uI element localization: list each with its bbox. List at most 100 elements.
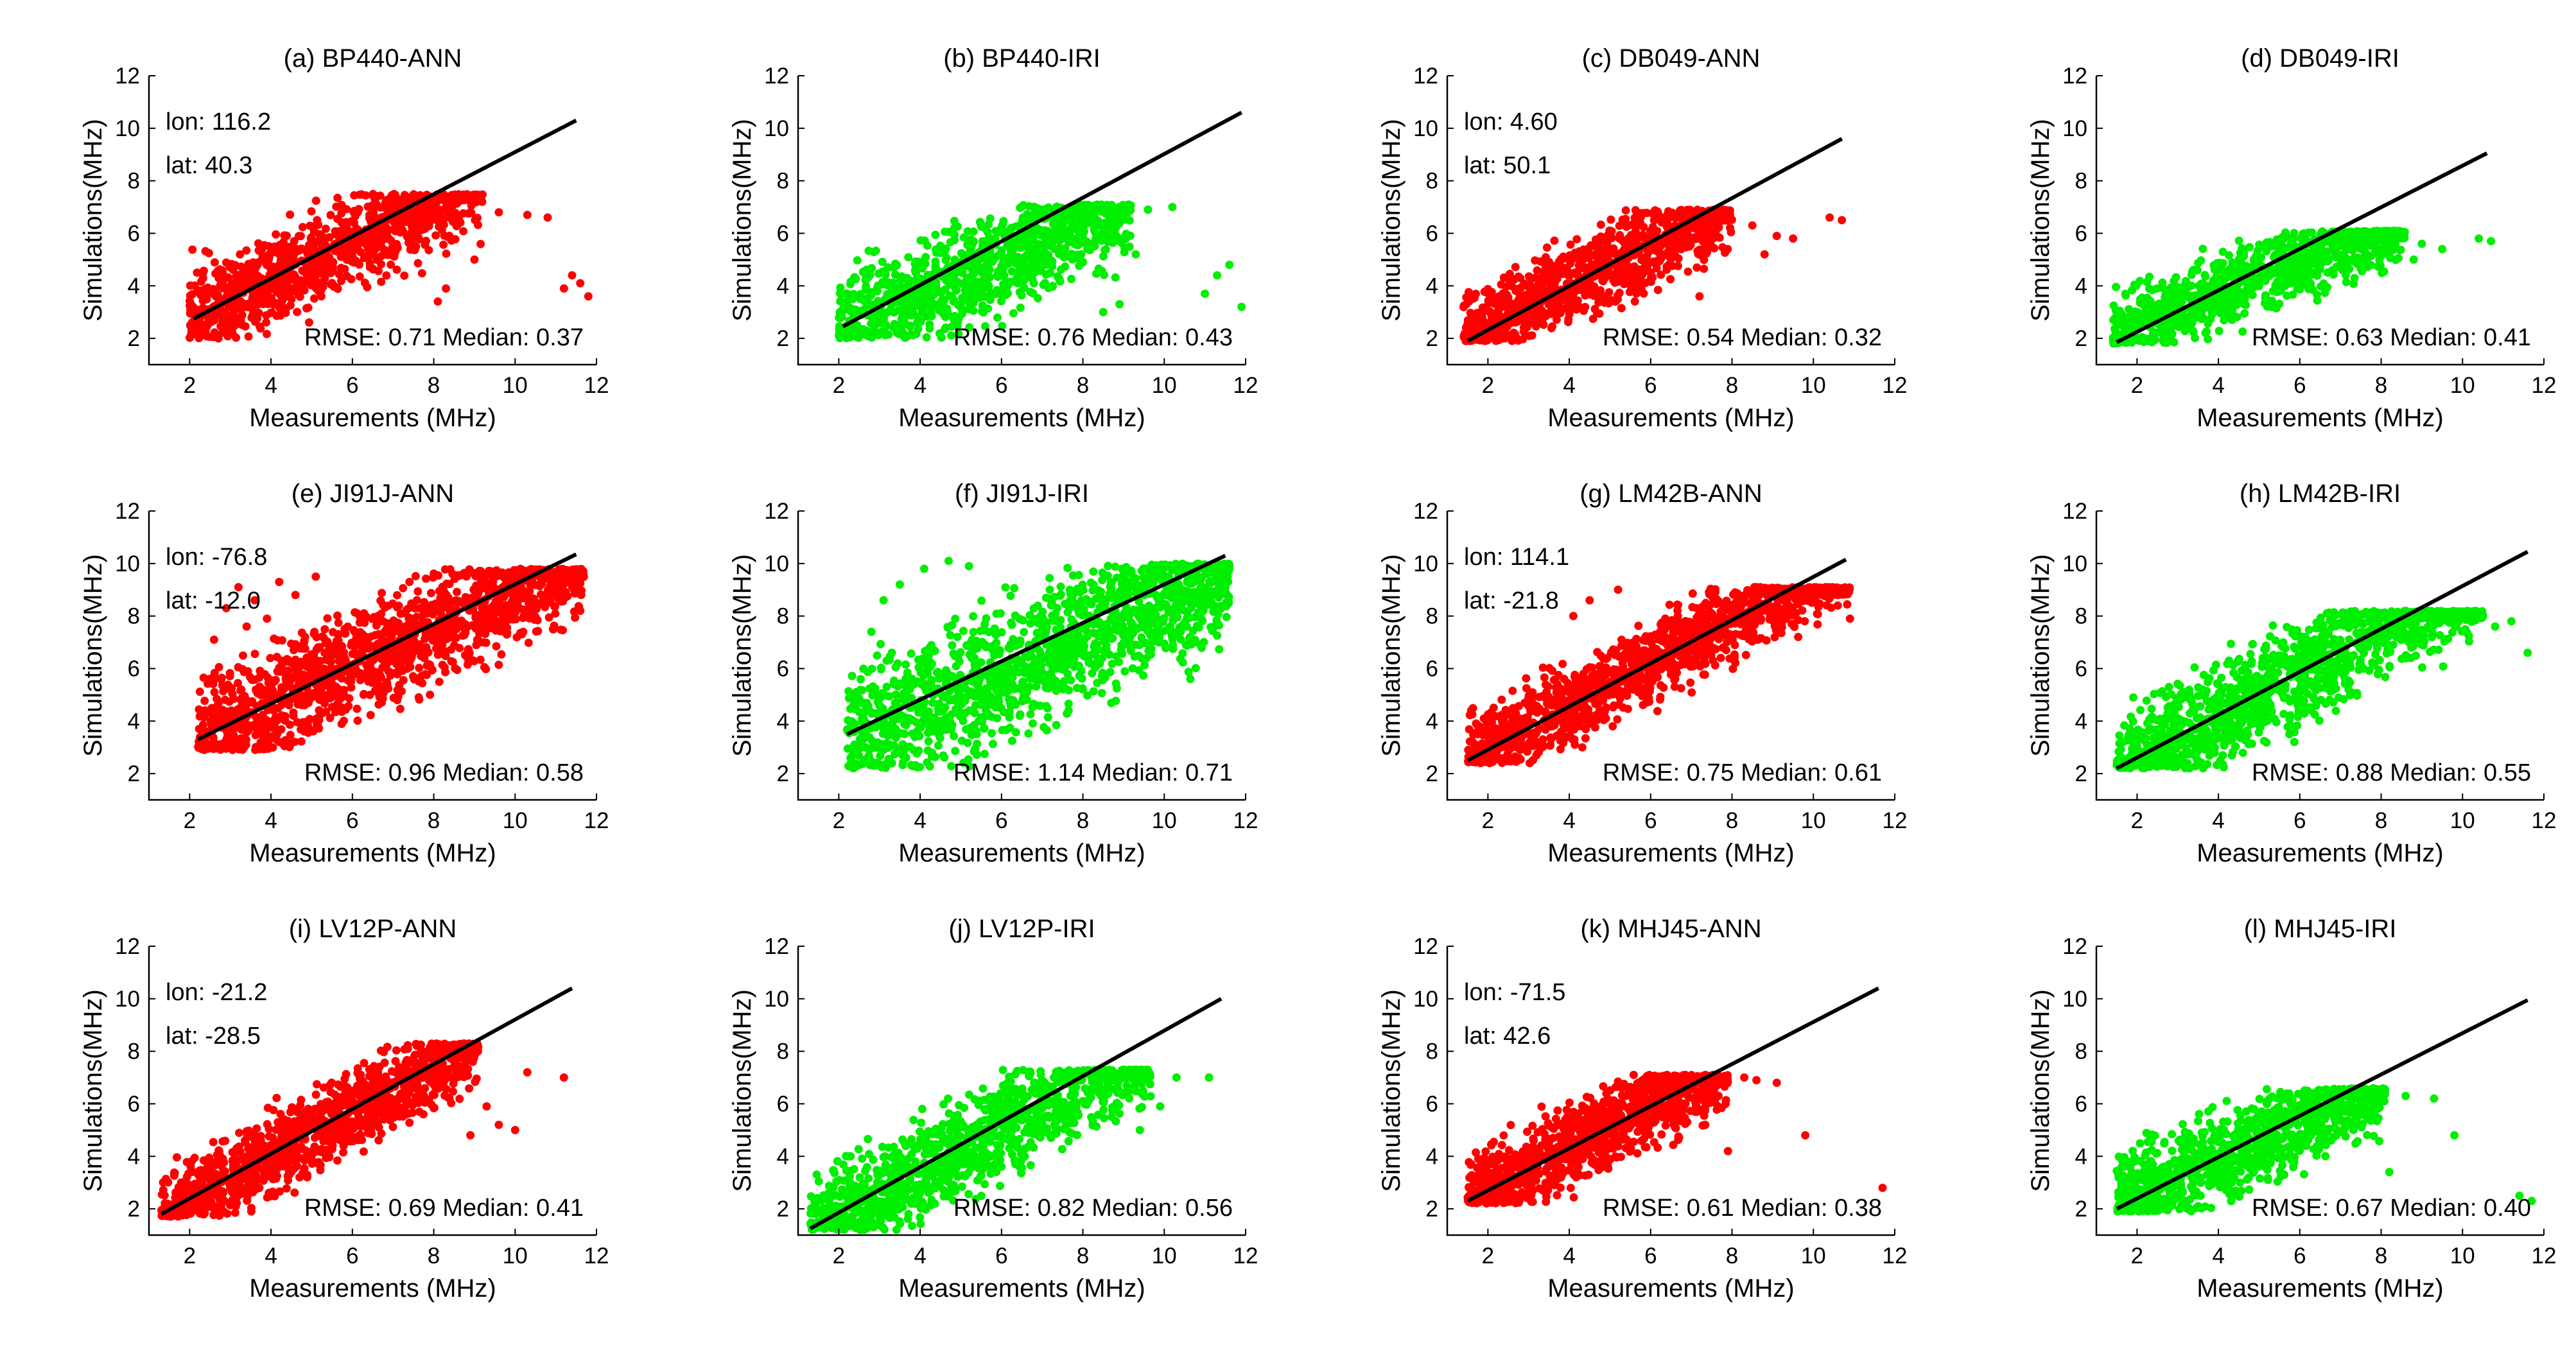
data-point	[906, 322, 915, 331]
data-point	[250, 293, 259, 301]
data-point	[307, 207, 316, 216]
data-point	[889, 308, 898, 317]
y-tick-label: 4	[1426, 273, 1438, 299]
data-point	[223, 291, 231, 300]
data-point	[1668, 252, 1676, 261]
data-point	[1569, 252, 1578, 261]
data-point	[1703, 227, 1712, 236]
data-point	[307, 245, 316, 254]
data-point	[1671, 243, 1680, 252]
data-point	[1041, 236, 1050, 245]
data-point	[2193, 291, 2201, 300]
data-point	[1575, 247, 1584, 256]
data-point	[1594, 298, 1603, 307]
data-point	[2220, 300, 2229, 309]
data-point	[2296, 234, 2305, 243]
data-point	[298, 223, 307, 232]
y-tick-label: 2	[2075, 326, 2087, 351]
data-point	[193, 268, 202, 277]
data-point-outlier	[1099, 307, 1108, 316]
data-point	[869, 248, 878, 256]
data-point	[222, 258, 231, 267]
data-point	[244, 259, 253, 268]
data-point-outlier	[1168, 203, 1177, 211]
rmse-label: RMSE: 0.63	[2252, 324, 2383, 351]
data-point	[2241, 261, 2250, 270]
data-point	[407, 232, 416, 241]
data-point	[1100, 270, 1109, 279]
data-point	[1676, 205, 1685, 214]
data-point	[350, 218, 359, 227]
data-point	[1065, 238, 1074, 247]
data-point	[1547, 305, 1556, 314]
data-point	[1048, 257, 1057, 266]
y-tick-label: 12	[1413, 64, 1438, 89]
data-point	[266, 248, 275, 257]
y-tick-label: 6	[128, 221, 140, 246]
data-point-outlier	[584, 292, 593, 301]
data-point	[1605, 226, 1614, 235]
data-point	[2349, 257, 2358, 266]
data-point	[998, 220, 1007, 229]
data-point	[289, 284, 298, 293]
data-point	[424, 221, 433, 230]
data-point	[285, 254, 294, 263]
data-point	[1621, 206, 1630, 215]
data-point	[1092, 229, 1101, 238]
data-point	[2110, 324, 2119, 333]
data-point	[372, 200, 381, 209]
data-point	[471, 216, 480, 225]
data-point	[931, 230, 940, 239]
data-point	[942, 254, 951, 263]
data-point	[217, 311, 226, 320]
data-point	[410, 243, 419, 252]
data-point	[1031, 254, 1040, 263]
data-point-outlier	[1115, 300, 1124, 309]
data-point	[524, 638, 533, 647]
data-point	[985, 273, 994, 282]
data-point-outlier	[1225, 261, 1234, 269]
data-point	[1497, 280, 1506, 289]
data-point	[476, 239, 485, 248]
data-point	[2160, 332, 2169, 341]
data-point	[302, 304, 311, 313]
data-point	[969, 270, 978, 279]
data-point	[210, 258, 219, 267]
data-point	[317, 286, 326, 295]
data-point	[333, 214, 342, 223]
data-point	[266, 308, 275, 317]
data-point	[201, 327, 210, 336]
median-label: Median: 0.37	[436, 324, 584, 351]
data-point	[333, 247, 342, 256]
stats-annotation: RMSE: 0.54 Median: 0.32	[1603, 324, 1882, 351]
x-tick-label: 8	[428, 373, 440, 398]
data-point	[1060, 212, 1069, 220]
data-point	[435, 205, 444, 214]
data-point	[264, 255, 273, 264]
data-point	[2234, 236, 2243, 245]
data-point	[369, 264, 378, 273]
data-point	[209, 284, 218, 293]
x-tick-label: 12	[1233, 373, 1258, 398]
data-point	[293, 307, 302, 316]
data-point	[993, 267, 1002, 276]
data-point	[442, 202, 451, 211]
data-point	[1027, 229, 1036, 238]
data-point-outlier	[1201, 290, 1210, 298]
y-tick-label: 12	[115, 64, 140, 89]
data-point	[1550, 236, 1559, 245]
data-point	[1003, 240, 1012, 249]
data-point	[2387, 229, 2396, 238]
data-point	[864, 273, 873, 282]
data-point	[980, 322, 989, 331]
data-point	[1576, 257, 1585, 266]
data-point-outlier	[1838, 216, 1847, 225]
lat-label: lat: 50.1	[1464, 152, 1551, 179]
data-point	[415, 664, 424, 672]
data-point	[991, 234, 1000, 243]
data-point	[2371, 243, 2380, 252]
data-point	[1099, 252, 1108, 261]
data-point	[2358, 255, 2367, 264]
data-point	[241, 322, 250, 331]
data-point	[296, 283, 304, 292]
